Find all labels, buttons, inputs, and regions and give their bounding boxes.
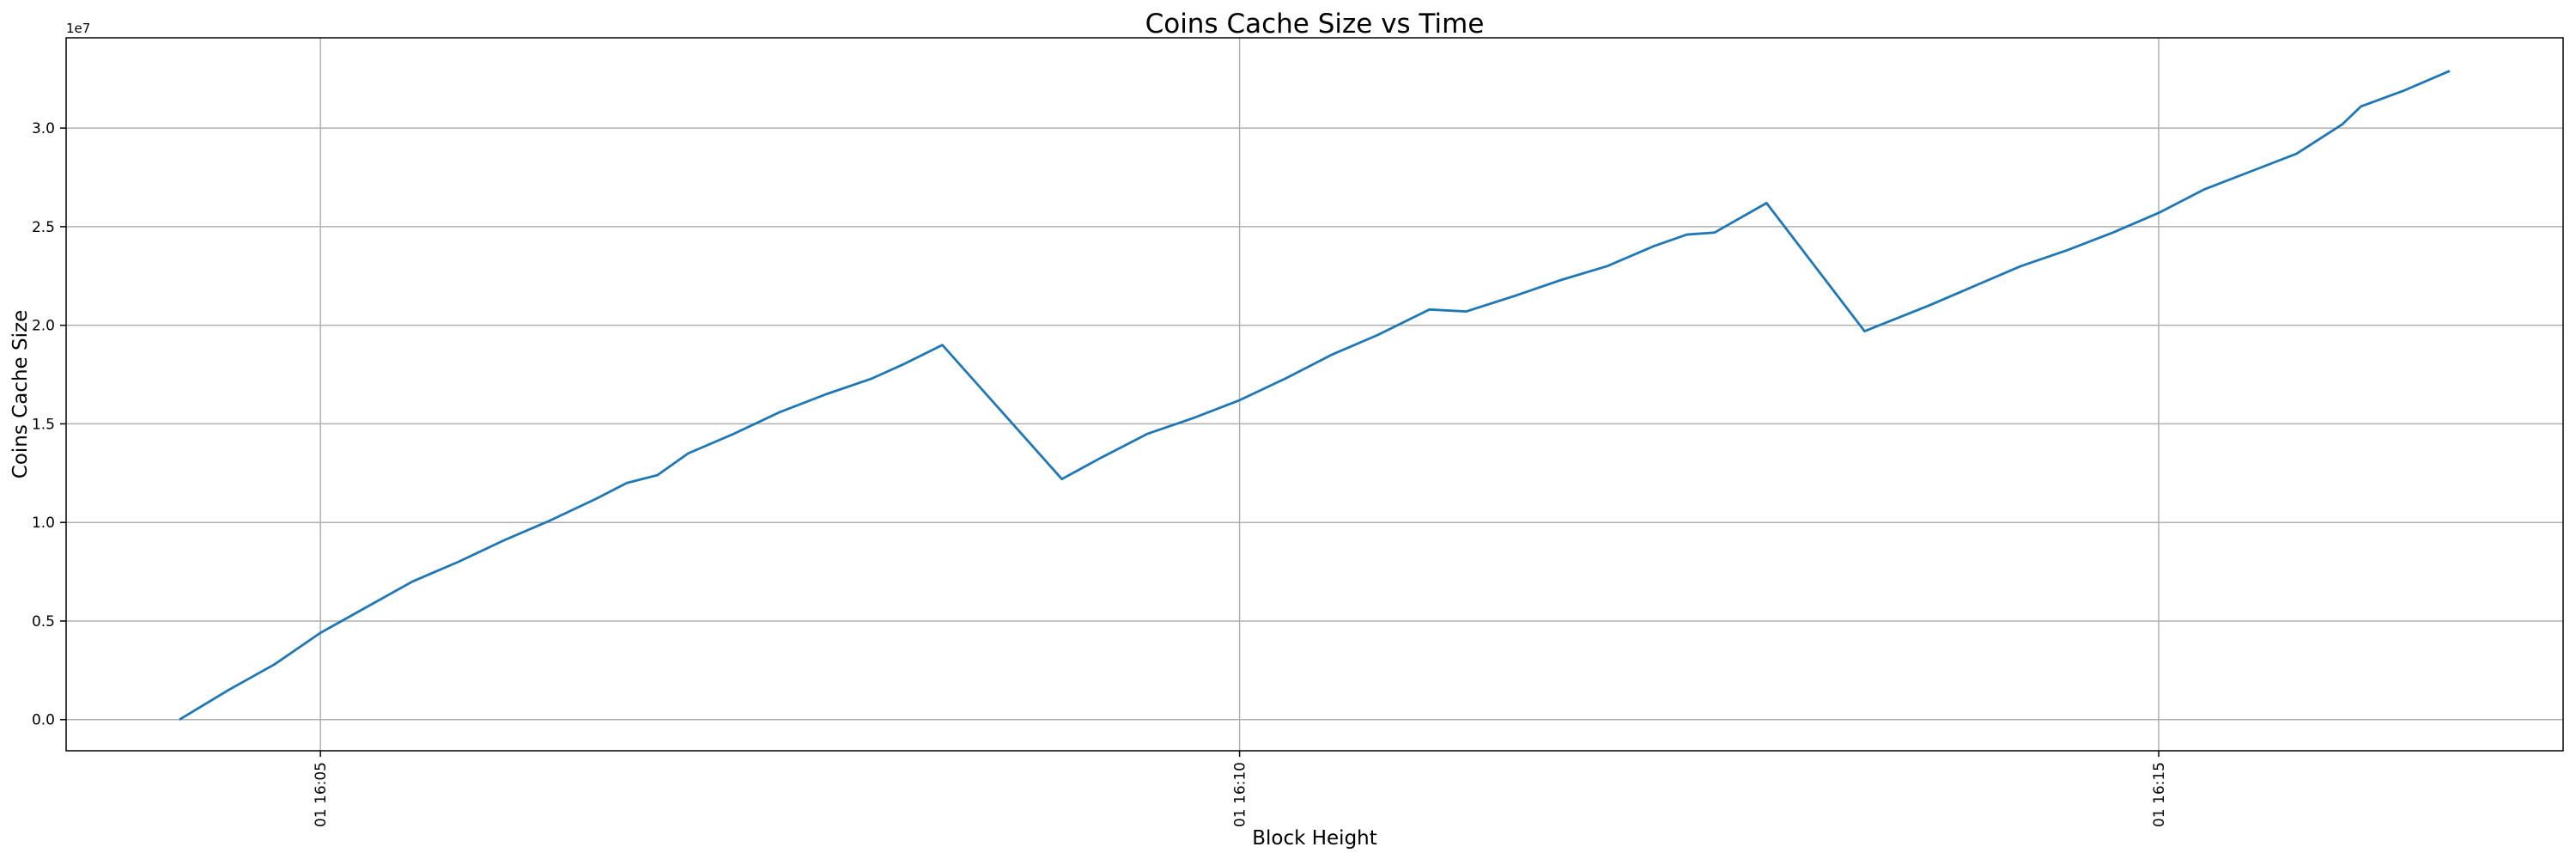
- y-tick-label: 0.0: [32, 712, 55, 729]
- y-tick-label: 1.0: [32, 515, 55, 532]
- y-offset-text: 1e7: [66, 21, 90, 36]
- x-tick-label: 01 16:10: [1232, 762, 1249, 827]
- y-tick-label: 1.5: [32, 416, 55, 433]
- y-tick-label: 2.0: [32, 318, 55, 335]
- x-tick-label: 01 16:05: [313, 762, 330, 827]
- y-tick-label: 2.5: [32, 219, 55, 236]
- x-axis-label: Block Height: [1252, 827, 1377, 850]
- x-tick-label: 01 16:15: [2151, 762, 2168, 827]
- data-line: [179, 70, 2451, 721]
- chart-title: Coins Cache Size vs Time: [1145, 9, 1485, 40]
- y-tick-label: 3.0: [32, 120, 55, 137]
- plot-frame: [65, 37, 2564, 752]
- y-axis-label: Coins Cache Size: [9, 310, 32, 478]
- y-tick-label: 0.5: [32, 613, 55, 631]
